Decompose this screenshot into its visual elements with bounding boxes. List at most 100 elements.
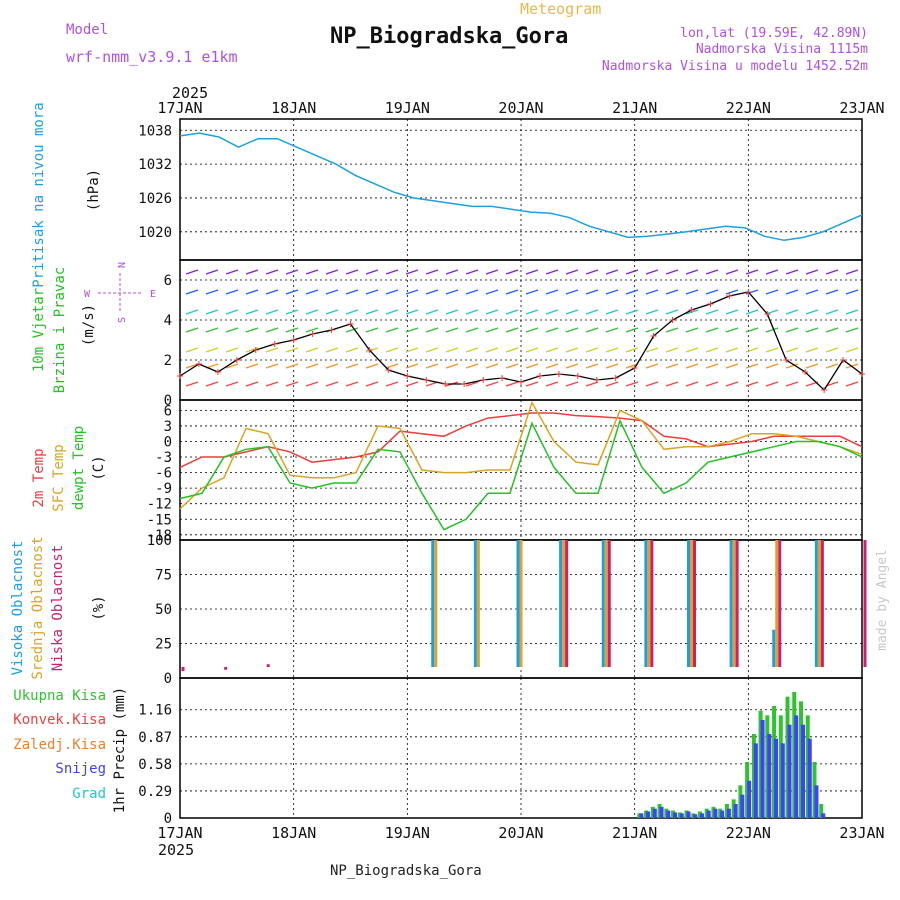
wind-barb [625, 327, 639, 333]
wind-barb [385, 289, 399, 295]
wind-barb [765, 309, 779, 315]
precip-bar [814, 785, 819, 818]
wind-gust-marker [593, 377, 600, 383]
wind-barb [365, 381, 379, 387]
pressure-ylabel: Pritisak na nivou mora [31, 102, 47, 287]
cloud-y-tick-label: 100 [147, 533, 172, 549]
wind-barb [205, 327, 219, 333]
wind-barb [365, 363, 379, 369]
precip-y-tick-label: 0.29 [138, 784, 172, 800]
wind-barb [845, 347, 859, 353]
wind-barb [685, 347, 699, 353]
wind-barb [485, 309, 499, 315]
wind-barb [825, 363, 839, 369]
x-tick-label-bottom: 18JAN [271, 824, 316, 842]
wind-barb [385, 269, 399, 275]
wind-barb [725, 327, 739, 333]
wind-barb [265, 269, 279, 275]
precip-bar [652, 808, 657, 818]
precip-bar [753, 743, 758, 818]
precip-bar [740, 794, 745, 818]
legend-total-rain: Ukupna Kisa [13, 688, 106, 704]
wind-barb [805, 347, 819, 353]
wind-barb [285, 347, 299, 353]
footer-station: NP_Biogradska_Gora [330, 863, 482, 879]
wind-barb [665, 363, 679, 369]
wind-gust-marker [214, 369, 221, 375]
wind-barb [325, 363, 339, 369]
wind-barb [585, 347, 599, 353]
wind-barb [845, 309, 859, 315]
wind-gust-marker [555, 371, 562, 377]
x-tick-label-bottom: 23JAN [839, 824, 884, 842]
axis-ticks: 17JAN 17JAN 18JAN 18JAN 19JAN 19JAN 20JAN 20JAN… [138, 99, 884, 842]
cloud-y-tick-label: 50 [155, 602, 172, 618]
wind-barb [485, 347, 499, 353]
wind-barb [385, 381, 399, 387]
wind-barb [805, 289, 819, 295]
legend-convective-rain: Konvek.Kisa [13, 712, 106, 728]
wind-barb [825, 269, 839, 275]
wind-gust-marker [612, 375, 619, 381]
wind-barb [205, 289, 219, 295]
wind-barb [345, 269, 359, 275]
precip-bar [787, 724, 792, 818]
x-tick-label-bottom: 19JAN [385, 824, 430, 842]
wind-barb [365, 269, 379, 275]
low-cloud-ylabel: Niska Oblacnost [50, 545, 66, 671]
wind-gust-marker [821, 387, 828, 393]
bottom-year-label: 2025 [158, 841, 194, 859]
wind-barb [785, 327, 799, 333]
wind-barb [225, 347, 239, 353]
wind-barb [385, 363, 399, 369]
wind-barb [465, 309, 479, 315]
wind-barb [705, 309, 719, 315]
wind-barb [785, 269, 799, 275]
wind-barb [385, 347, 399, 353]
wind-barb [725, 347, 739, 353]
wind-barb [805, 269, 819, 275]
wind-barb [285, 289, 299, 295]
temperature-y-tick-label: -15 [147, 512, 172, 528]
wind-barb [485, 363, 499, 369]
wind-barb [525, 347, 539, 353]
wind-barb [325, 309, 339, 315]
precip-ylabel: 1hr Precip (mm) [112, 687, 128, 813]
wind-barb [245, 381, 259, 387]
wind-ylabel-1: 10m Vjetar [31, 288, 47, 372]
wind-barb [265, 347, 279, 353]
high-cloud-ylabel: Visoka Oblacnost [10, 541, 26, 676]
wind-gust-marker [309, 331, 316, 337]
wind-barb [405, 347, 419, 353]
wind-barb [265, 327, 279, 333]
x-tick-label-top: 22JAN [726, 99, 771, 117]
wind-barb [725, 309, 739, 315]
temperature-y-tick-label: -18 [147, 528, 172, 544]
wind-barb [605, 289, 619, 295]
temperature-y-tick-label: -9 [155, 481, 172, 497]
wind-barb [565, 309, 579, 315]
precip-y-tick-label: 1.16 [138, 703, 172, 719]
wind-barb [545, 347, 559, 353]
wind-barb [365, 327, 379, 333]
wind-barb [185, 269, 199, 275]
wind-gust-marker [764, 311, 771, 317]
wind-barb [245, 289, 259, 295]
wind-barb [485, 327, 499, 333]
wind-barb [385, 327, 399, 333]
precip-bar [720, 810, 725, 818]
wind-barb [225, 363, 239, 369]
wind-barb [465, 327, 479, 333]
wind-barb [825, 381, 839, 387]
wind-barb [325, 289, 339, 295]
temperature-line-1 [179, 412, 863, 469]
wind-compass: N S W E [84, 262, 156, 323]
model-label: Model [66, 22, 108, 38]
precip-bar [686, 811, 691, 818]
wind-gust-marker [536, 373, 543, 379]
wind-barb [305, 381, 319, 387]
wind-barb [745, 309, 759, 315]
wind-barb [525, 363, 539, 369]
precip-y-tick-label: 0.87 [138, 730, 172, 746]
wind-barb [345, 309, 359, 315]
